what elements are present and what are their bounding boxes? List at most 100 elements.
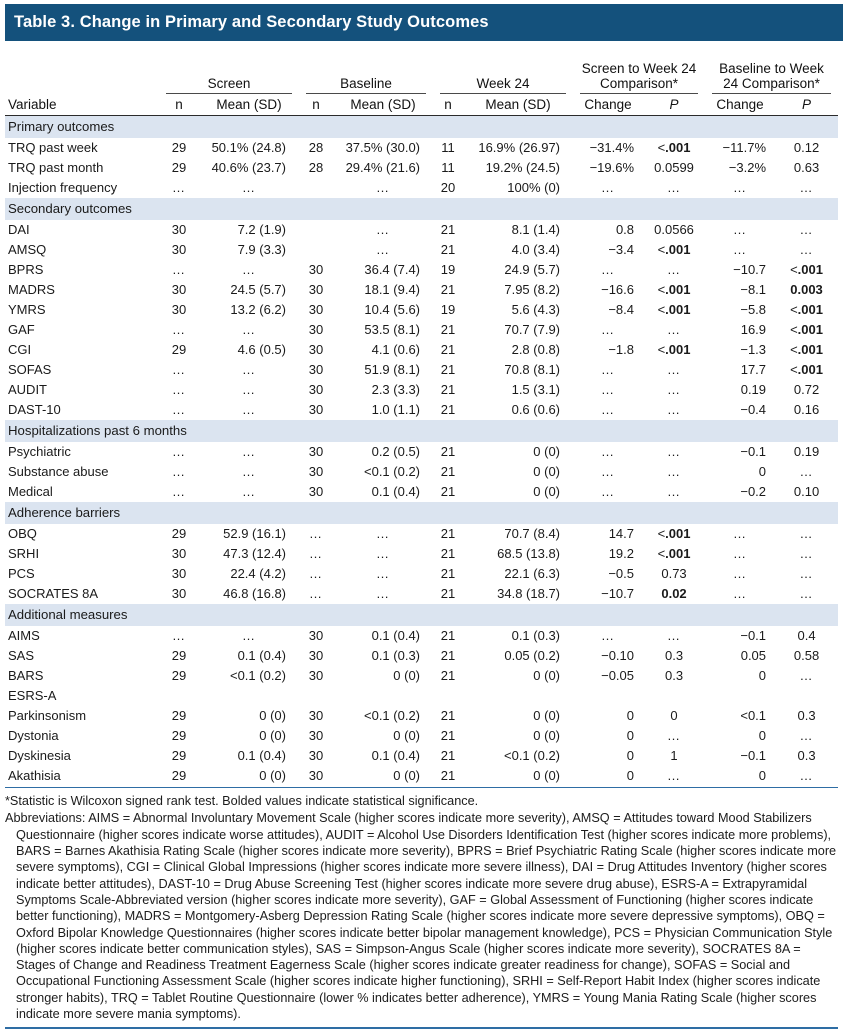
section-header: Additional measures <box>5 604 839 626</box>
cell-mean: 0 (0) <box>533 708 561 723</box>
cell-p: 0.3 <box>797 708 816 723</box>
cell-n <box>299 178 333 198</box>
cell-p: 0.02 <box>661 586 687 601</box>
table-header: Screen Baseline Week 24 Screen to Week 2… <box>5 50 839 116</box>
footnote-abbreviations: Abbreviations: AIMS = Abnormal Involunta… <box>5 811 837 1022</box>
cell-mean: 0.1 (0.4) <box>371 484 421 499</box>
cell-chg: −8.1 <box>740 282 767 297</box>
section-header-row: Secondary outcomes <box>5 198 839 220</box>
cell-mean: <0.1 (0.2) <box>364 464 421 479</box>
row-label: SRHI <box>8 546 40 561</box>
cell-n: 29 <box>171 708 187 723</box>
cell-n: … <box>172 402 186 417</box>
cell-n: 21 <box>440 402 456 417</box>
cell-chg <box>573 686 643 706</box>
cell-chg: … <box>601 484 616 499</box>
table-row: Parkinsonism 29 0 (0) 30 <0.1 (0.2) 21 0 (0) 0 0… <box>5 706 838 726</box>
cell-n: … <box>172 362 186 377</box>
cell-mean: <0.1 (0.2) <box>504 748 561 763</box>
cell-n: 30 <box>308 362 324 377</box>
table-row: AMSQ 30 7.9 (3.3)… 21 4.0 (3.4) −3.4 <.001…… <box>5 240 838 260</box>
cell-p: <.001 <box>657 140 691 155</box>
cell-p: … <box>667 464 682 479</box>
cell-p: <.001 <box>790 322 823 337</box>
table-row: DAI 30 7.2 (1.9)… 21 8.1 (1.4) 0.8 0.0566…… <box>5 220 838 240</box>
cell-p: <.001 <box>657 242 691 257</box>
cell-n: 21 <box>440 242 456 257</box>
row-label: SAS <box>8 648 35 663</box>
row-label: Dystonia <box>8 728 59 743</box>
cell-chg: −0.4 <box>740 402 767 417</box>
section-header: Adherence barriers <box>5 502 839 524</box>
cell-p: … <box>667 628 682 643</box>
col-header-mean-sd: Mean (SD) <box>463 94 574 116</box>
cell-mean: 4.1 (0.6) <box>371 342 421 357</box>
cell-p: <.001 <box>657 546 691 561</box>
table-row: YMRS 30 13.2 (6.2) 30 10.4 (5.6) 19 5.6 (4.3) −… <box>5 300 838 320</box>
cell-mean: 22.1 (6.3) <box>504 566 561 581</box>
row-label: Injection frequency <box>8 180 118 195</box>
cell-p: 0.003 <box>790 282 823 297</box>
cell-chg: −0.5 <box>608 566 635 581</box>
cell-mean <box>199 686 299 706</box>
cell-chg: −3.2% <box>728 160 767 175</box>
cell-n: 21 <box>440 668 456 683</box>
cell-p: <.001 <box>657 342 691 357</box>
cell-chg: 0 <box>758 768 767 783</box>
cell-n: 29 <box>171 768 187 783</box>
cell-mean: … <box>376 546 390 561</box>
cell-p: … <box>799 728 814 743</box>
table-title-bar: Table 3. Change in Primary and Secondary… <box>5 4 843 41</box>
cell-mean: … <box>376 526 390 541</box>
cell-n: 21 <box>440 526 456 541</box>
cell-p: … <box>667 262 682 277</box>
cell-p: 0.10 <box>793 484 820 499</box>
cell-n: 30 <box>308 302 324 317</box>
cell-n: 20 <box>440 180 456 195</box>
cell-n: 19 <box>440 302 456 317</box>
cell-mean: 0.2 (0.5) <box>371 444 421 459</box>
cell-chg: −5.8 <box>740 302 767 317</box>
cell-mean: 0 (0) <box>393 728 421 743</box>
table-row: TRQ past month 29 40.6% (23.7) 28 29.4% (21.… <box>5 158 838 178</box>
table-row: AIMS … … 30 0.1 (0.4) 21 0.1 (0.3) … … −0.1 0.4 <box>5 626 838 646</box>
cell-n: 30 <box>171 242 187 257</box>
cell-mean: <0.1 (0.2) <box>364 708 421 723</box>
cell-n: 29 <box>171 748 187 763</box>
cell-p: 0.19 <box>793 444 820 459</box>
cell-n: 21 <box>440 222 456 237</box>
cell-p <box>643 686 705 706</box>
cell-mean: 16.9% (26.97) <box>478 140 561 155</box>
cell-n: 21 <box>440 748 456 763</box>
row-label: TRQ past week <box>8 140 98 155</box>
cell-p: … <box>799 566 814 581</box>
cell-chg: 0 <box>626 748 635 763</box>
cell-mean: 46.8 (16.8) <box>223 586 286 601</box>
cell-n: 21 <box>440 282 456 297</box>
row-label: BARS <box>8 668 44 683</box>
cell-n: … <box>172 382 186 397</box>
cell-mean <box>463 686 573 706</box>
cell-mean: 2.8 (0.8) <box>511 342 561 357</box>
cell-n: 30 <box>308 444 324 459</box>
cell-n: 21 <box>440 708 456 723</box>
cell-n <box>299 686 333 706</box>
section-header-row: Additional measures <box>5 604 839 626</box>
cell-mean: 70.7 (7.9) <box>504 322 561 337</box>
cell-n: 21 <box>440 444 456 459</box>
cell-p: … <box>667 484 682 499</box>
cell-mean: 0.1 (0.4) <box>237 648 286 663</box>
cell-n: 30 <box>171 282 187 297</box>
cell-p: … <box>799 546 814 561</box>
cell-chg: −0.1 <box>740 748 767 763</box>
cell-n <box>433 686 463 706</box>
cell-p: … <box>667 180 682 195</box>
cell-mean: 4.6 (0.5) <box>237 342 286 357</box>
row-label: AUDIT <box>8 382 47 397</box>
cell-mean: … <box>242 180 256 195</box>
cell-mean: … <box>242 382 256 397</box>
cell-n: 30 <box>171 566 187 581</box>
col-header-n: n <box>299 94 333 116</box>
cell-p <box>775 686 838 706</box>
